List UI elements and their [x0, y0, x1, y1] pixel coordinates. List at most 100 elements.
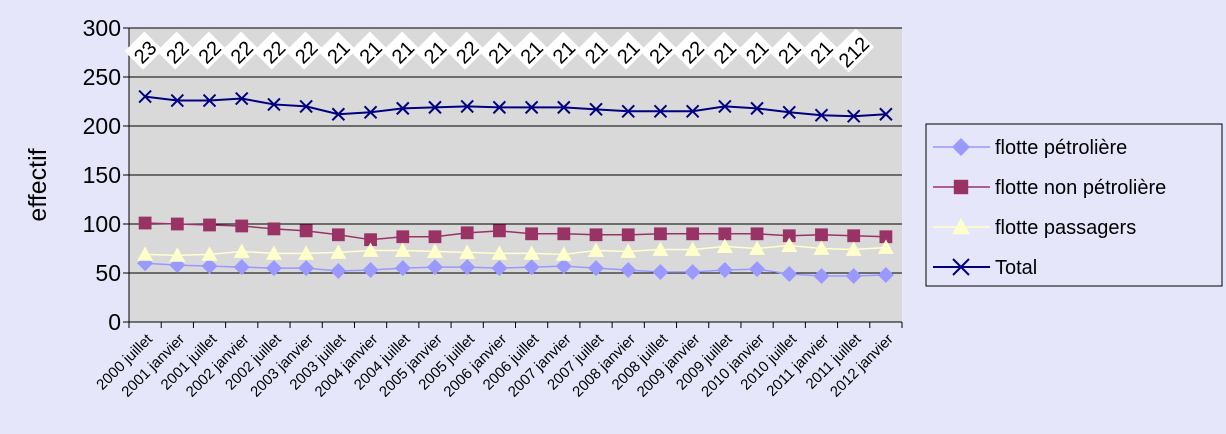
series-line — [145, 244, 886, 257]
legend-label: flotte non pétrolière — [995, 177, 1166, 199]
data-point — [749, 240, 766, 255]
data-point — [363, 105, 378, 119]
series-layer — [137, 89, 894, 284]
data-label-bg — [800, 31, 840, 70]
data-point — [235, 91, 249, 106]
y-tick-label: 100 — [83, 211, 121, 237]
data-point — [686, 227, 700, 241]
data-point — [782, 229, 796, 243]
data-point — [201, 246, 218, 261]
data-point — [653, 104, 668, 119]
data-label-bg — [478, 31, 518, 70]
data-point — [813, 240, 830, 255]
data-point — [781, 237, 798, 252]
data-point — [330, 263, 347, 280]
data-point — [557, 100, 571, 115]
data-point — [170, 217, 184, 231]
data-point — [330, 244, 347, 259]
data-point — [428, 100, 442, 115]
series-2 — [137, 237, 894, 262]
data-label-bg — [511, 31, 550, 70]
data-point — [652, 264, 669, 281]
data-point — [847, 229, 861, 243]
series-line — [144, 95, 886, 118]
data-point — [652, 241, 669, 256]
data-point — [298, 260, 315, 277]
data-point — [846, 109, 861, 123]
data-point — [235, 219, 249, 233]
data-label-bg — [124, 31, 163, 70]
data-point — [684, 264, 701, 281]
data-point — [426, 259, 443, 276]
data-point — [845, 267, 862, 284]
data-point — [621, 104, 635, 119]
data-point — [621, 228, 635, 242]
data-point — [362, 262, 379, 279]
data-label-bg — [830, 28, 875, 73]
data-point — [524, 100, 539, 115]
data-point — [523, 245, 540, 260]
data-point — [460, 226, 474, 240]
data-point — [426, 243, 443, 258]
data-point — [588, 242, 605, 257]
data-point — [331, 228, 345, 242]
data-point — [396, 101, 410, 116]
data-point — [169, 247, 186, 262]
data-point — [364, 233, 377, 247]
data-point — [460, 99, 474, 114]
data-point — [265, 260, 282, 277]
data-point — [394, 242, 411, 257]
legend-label: flotte pétrolière — [995, 137, 1127, 159]
legend-marker — [952, 258, 970, 276]
data-point — [428, 230, 442, 244]
data-point — [750, 227, 764, 241]
data-point — [233, 243, 250, 258]
legend-marker — [953, 179, 969, 195]
data-point — [202, 93, 217, 108]
data-point — [299, 99, 313, 114]
data-point — [782, 105, 796, 119]
data-point — [877, 266, 894, 283]
legend-item-0: flotte pétrolière — [933, 137, 1127, 159]
data-label-bg — [736, 31, 775, 70]
data-point — [396, 230, 410, 244]
legend-box — [925, 123, 1223, 287]
data-point — [620, 243, 637, 258]
data-label-bg — [672, 31, 711, 70]
data-point — [589, 102, 603, 117]
data-point — [492, 224, 506, 238]
legend-marker — [952, 138, 970, 156]
data-point — [684, 241, 701, 256]
data-label-bg — [704, 31, 743, 70]
data-point — [781, 265, 798, 282]
data-point — [718, 99, 732, 114]
series-0 — [137, 255, 894, 284]
data-point — [170, 93, 185, 108]
data-point — [138, 89, 152, 104]
y-tick-label: 50 — [95, 260, 121, 286]
data-label-bg — [768, 31, 807, 70]
data-point — [267, 222, 281, 236]
legend-item-1: flotte non pétrolière — [933, 177, 1166, 199]
data-point — [523, 259, 540, 276]
data-label-bg — [221, 31, 260, 70]
series-3 — [138, 89, 893, 123]
data-point — [555, 258, 572, 275]
data-point — [267, 97, 281, 112]
data-point — [459, 259, 476, 276]
data-point — [814, 108, 829, 122]
data-point — [845, 241, 862, 256]
data-point — [588, 260, 605, 277]
data-point — [555, 246, 572, 261]
data-point — [749, 261, 766, 278]
data-point — [879, 107, 893, 121]
data-point — [685, 104, 700, 119]
data-point — [879, 230, 893, 244]
series-1 — [138, 216, 893, 247]
data-label-bg — [189, 31, 228, 70]
data-point — [525, 227, 539, 241]
y-tick-label: 250 — [83, 64, 121, 90]
data-point — [654, 227, 667, 241]
data-point — [718, 227, 732, 241]
